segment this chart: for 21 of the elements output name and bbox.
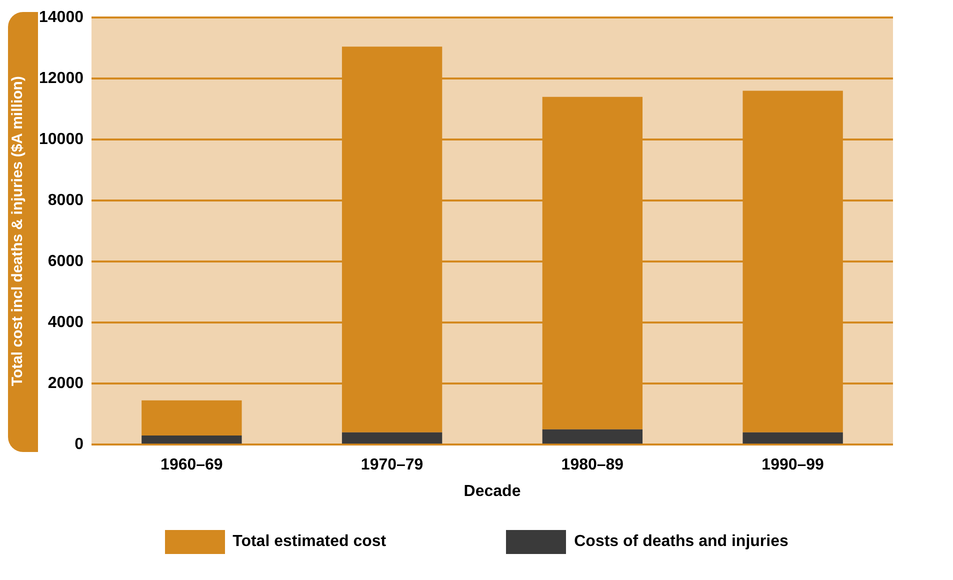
bar [542,429,643,444]
bar [342,432,442,444]
legend-label: Costs of deaths and injuries [574,533,788,551]
y-tick-label: 8000 [48,192,84,210]
y-tick-label: 12000 [38,70,84,88]
y-tick-label: 2000 [48,375,84,392]
y-axis-title: Total cost incl deaths & injuries ($A million) [9,76,26,386]
x-axis-title: Decade [464,482,521,500]
y-tick-label: 14000 [38,9,84,26]
y-tick-label: 4000 [48,314,84,332]
x-tick-label: 1970–79 [360,456,424,474]
y-tick-label: 0 [74,436,84,454]
legend-label: Total estimated cost [232,533,386,551]
x-tick-label: 1960–69 [160,456,223,474]
bar [742,432,843,444]
bar [142,400,242,436]
bar [142,435,242,444]
x-tick-label: 1990–99 [762,456,824,474]
y-tick-label: 6000 [48,253,84,270]
y-tick-label: 10000 [38,131,84,148]
x-tick-label: 1980–89 [561,456,624,474]
